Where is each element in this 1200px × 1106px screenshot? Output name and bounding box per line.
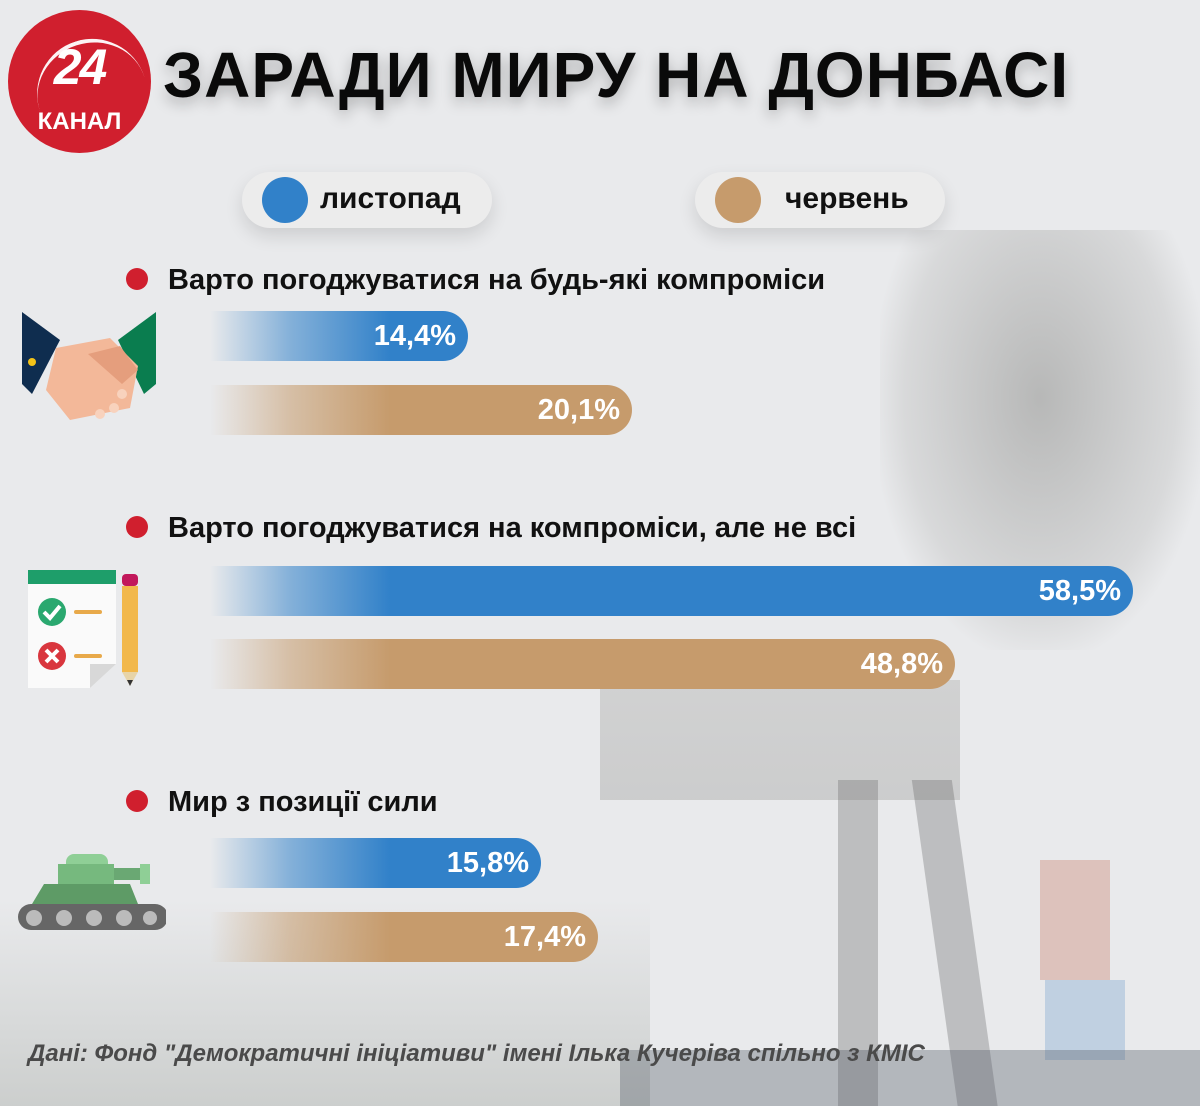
question-text: Мир з позиції сили xyxy=(168,786,438,818)
bar-cherven: 48,8% xyxy=(210,639,955,689)
bar-listopad: 15,8% xyxy=(210,838,541,888)
bullet-icon xyxy=(126,790,148,813)
handshake-icon xyxy=(22,312,156,420)
legend-swatch-tan xyxy=(715,177,761,223)
logo-text: КАНАЛ xyxy=(37,108,122,135)
bar-value: 58,5% xyxy=(1038,575,1121,607)
bar-listopad: 58,5% xyxy=(210,566,1133,616)
bar-value: 20,1% xyxy=(537,394,620,426)
question-label: Варто погоджуватися на компроміси, але н… xyxy=(126,512,856,545)
bar-listopad: 14,4% xyxy=(210,311,468,361)
bar-value: 14,4% xyxy=(373,320,456,352)
bar-value: 17,4% xyxy=(503,921,586,953)
channel-logo: 24 КАНАЛ xyxy=(8,10,151,153)
legend-label: листопад xyxy=(320,182,461,215)
logo-number: 24 xyxy=(53,39,108,95)
silo xyxy=(1040,860,1110,980)
bar-value: 48,8% xyxy=(860,648,943,680)
question-label: Варто погоджуватися на будь-які компромі… xyxy=(126,264,825,297)
question-label: Мир з позиції сили xyxy=(126,786,438,819)
legend-label: червень xyxy=(785,182,909,215)
concrete-beam xyxy=(600,680,960,800)
tank-icon xyxy=(18,854,166,930)
bar-cherven: 17,4% xyxy=(210,912,598,962)
bullet-icon xyxy=(126,268,148,291)
page-title: ЗАРАДИ МИРУ НА ДОНБАСІ xyxy=(163,39,1070,111)
bar-cherven: 20,1% xyxy=(210,385,632,435)
bullet-icon xyxy=(126,516,148,539)
source-note: Дані: Фонд "Демократичні ініціативи" іме… xyxy=(28,1040,925,1067)
legend-item-cherven: червень xyxy=(695,172,945,228)
ground xyxy=(620,1050,1200,1106)
checklist-icon xyxy=(28,570,138,688)
legend-swatch-blue xyxy=(262,177,308,223)
legend-item-listopad: листопад xyxy=(242,172,492,228)
question-text: Варто погоджуватися на компроміси, але н… xyxy=(168,512,857,544)
silo-base xyxy=(1045,980,1125,1060)
bar-value: 15,8% xyxy=(446,847,529,879)
question-text: Варто погоджуватися на будь-які компромі… xyxy=(168,264,826,296)
concrete-pillar xyxy=(838,780,878,1106)
